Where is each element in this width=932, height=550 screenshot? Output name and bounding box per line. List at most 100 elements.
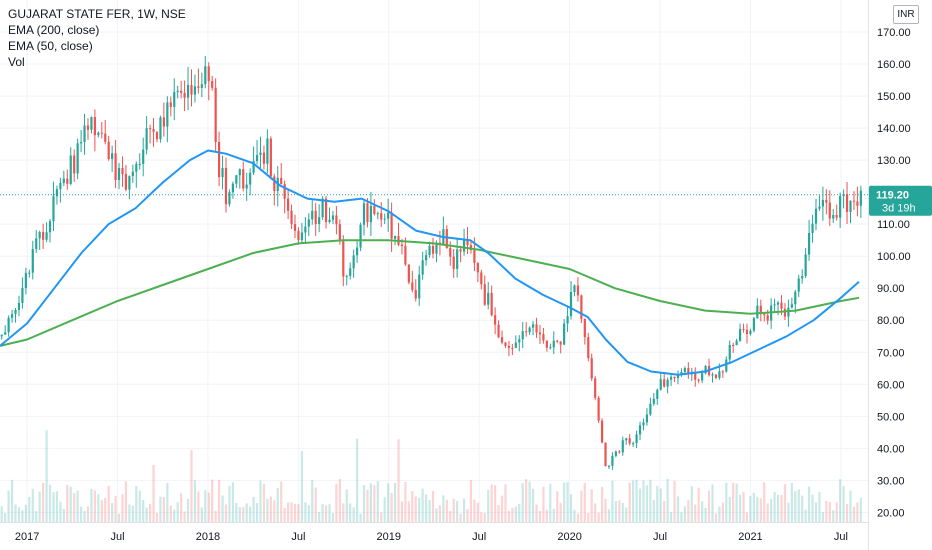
volume-bar	[221, 495, 224, 522]
volume-bar	[373, 485, 376, 522]
candle-body	[632, 443, 635, 445]
candle-body	[35, 238, 38, 250]
volume-bar	[425, 494, 428, 522]
candle-body	[469, 245, 473, 251]
volume-bar	[607, 509, 611, 522]
candle-body	[407, 264, 410, 283]
candle-body	[173, 92, 176, 107]
candle-body	[242, 169, 245, 189]
candle-body	[859, 190, 862, 206]
candle-body	[483, 284, 486, 305]
candle-body	[738, 328, 742, 341]
volume-bar	[673, 480, 676, 522]
volume-bar	[159, 496, 162, 522]
volume-bar	[542, 486, 545, 522]
candle-body	[649, 403, 652, 415]
candle-body	[155, 131, 159, 140]
candle-body	[452, 256, 455, 269]
volume-bar	[600, 486, 604, 522]
currency-button[interactable]: INR	[893, 5, 919, 24]
volume-bar	[549, 483, 552, 522]
candle-body	[128, 176, 131, 190]
candle-body	[73, 155, 76, 174]
volume-bar	[642, 480, 645, 522]
volume-bar	[124, 481, 128, 522]
volume-bar	[245, 503, 248, 522]
volume-legend[interactable]: Vol	[8, 55, 25, 69]
volume-bar	[594, 503, 597, 522]
time-axis: 2017 Jul 2018 Jul 2019 Jul 2020 Jul 2021 Jul	[15, 531, 848, 543]
candle-body	[111, 153, 114, 160]
symbol-title[interactable]: GUJARAT STATE FER, 1W, NSE	[8, 7, 186, 21]
candle-body	[559, 341, 562, 345]
candle-body	[235, 175, 238, 184]
volume-bar	[135, 486, 138, 522]
candle-body	[83, 125, 86, 143]
volume-bar	[766, 503, 769, 522]
candle-body	[552, 340, 555, 348]
time-tick-label: 2020	[557, 531, 581, 543]
candle-body	[176, 90, 179, 93]
volume-bar	[814, 502, 818, 522]
volume-bar	[259, 480, 262, 522]
candle-body	[259, 152, 262, 156]
candle-body	[252, 161, 255, 173]
volume-bar	[611, 480, 614, 522]
volume-bar	[663, 500, 666, 522]
volume-bar	[597, 512, 600, 522]
volume-bar	[804, 509, 807, 522]
volume-bar	[293, 503, 297, 522]
volume-bars	[0, 430, 862, 522]
volume-bar	[701, 501, 704, 522]
volume-bar	[780, 494, 783, 522]
volume-bar	[763, 482, 766, 522]
volume-bar	[252, 496, 255, 522]
candle-body	[135, 163, 138, 172]
candle-body	[45, 232, 48, 240]
volume-bar	[469, 480, 473, 522]
price-tick-label: 160.00	[877, 59, 911, 71]
volume-bar	[521, 483, 524, 522]
candle-body	[373, 205, 376, 214]
volume-bar	[632, 480, 635, 522]
volume-bar	[745, 512, 749, 522]
candle-body	[701, 373, 704, 381]
volume-bar	[742, 492, 745, 522]
candle-body	[821, 199, 824, 207]
candle-body	[93, 117, 96, 136]
ema200-line	[0, 239, 860, 347]
candle-body	[745, 329, 749, 335]
volume-bar	[807, 486, 811, 522]
volume-bar	[797, 489, 800, 522]
volume-bar	[500, 495, 504, 522]
candle-body	[273, 176, 276, 191]
candle-body	[490, 292, 493, 316]
volume-bar	[839, 479, 842, 522]
candle-body	[211, 81, 214, 88]
candle-body	[393, 235, 397, 239]
volume-bar	[193, 480, 197, 522]
candle-body	[280, 177, 283, 185]
candle-body	[24, 273, 27, 289]
volume-bar	[273, 500, 276, 522]
volume-bar	[790, 483, 793, 522]
ema50-legend[interactable]: EMA (50, close)	[8, 39, 93, 53]
candle-body	[621, 440, 624, 453]
volume-bar	[79, 506, 83, 522]
volume-bar	[456, 501, 459, 522]
candle-body	[742, 328, 745, 330]
volume-bar	[59, 501, 62, 522]
candle-body	[494, 315, 497, 325]
candle-body	[283, 184, 286, 199]
candle-body	[159, 117, 162, 140]
volume-bar	[776, 494, 780, 522]
volume-bar	[431, 490, 435, 522]
volume-bar	[107, 485, 110, 522]
candle-body	[90, 117, 93, 130]
candle-body	[628, 438, 631, 444]
candle-body	[207, 66, 210, 82]
volume-bar	[21, 510, 24, 522]
volume-bar	[266, 498, 269, 522]
ema200-legend[interactable]: EMA (200, close)	[8, 23, 100, 37]
